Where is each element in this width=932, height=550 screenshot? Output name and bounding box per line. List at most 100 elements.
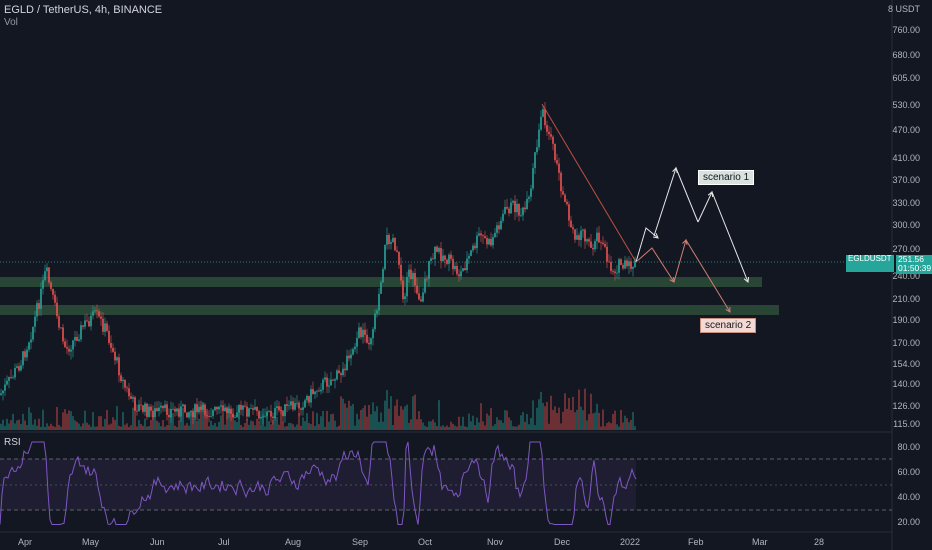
candle-body — [538, 129, 540, 148]
volume-bar — [348, 400, 350, 430]
candle-body — [336, 370, 338, 380]
volume-bar — [240, 424, 242, 430]
volume-bar — [474, 425, 476, 430]
candle-body — [186, 412, 188, 418]
candle-body — [512, 200, 514, 203]
candle-body — [354, 346, 356, 350]
price-tick: 410.00 — [892, 153, 920, 163]
volume-bar — [366, 416, 368, 430]
candle-body — [358, 327, 360, 338]
volume-bar — [80, 426, 82, 430]
candle-body — [224, 407, 226, 412]
candle-body — [394, 237, 396, 251]
volume-bar — [528, 424, 530, 430]
volume-bar — [426, 426, 428, 430]
volume-bar — [626, 418, 628, 430]
candle-body — [182, 404, 184, 407]
volume-bar — [286, 426, 288, 430]
candle-body — [596, 232, 598, 242]
volume-bar — [288, 422, 290, 430]
candle-body — [270, 410, 272, 417]
volume-bar — [414, 394, 416, 430]
current-price-badge: 251.56 01:50:39 — [896, 255, 932, 274]
volume-bar — [158, 422, 160, 430]
candle-body — [50, 282, 52, 289]
candle-body — [320, 389, 322, 392]
price-tick: 300.00 — [892, 220, 920, 230]
candle-body — [588, 239, 590, 242]
volume-bar — [524, 421, 526, 430]
candle-body — [550, 134, 552, 137]
volume-bar — [338, 425, 340, 430]
candle-body — [118, 357, 120, 376]
volume-bar — [66, 413, 68, 430]
volume-bar — [362, 408, 364, 430]
candle-body — [76, 336, 78, 341]
candle-body — [328, 385, 330, 387]
candle-body — [128, 388, 130, 397]
candle-body — [414, 272, 416, 286]
price-tick: 760.00 — [892, 25, 920, 35]
candle-body — [380, 282, 382, 294]
volume-bar — [150, 419, 152, 430]
candle-body — [634, 259, 636, 268]
candle-body — [386, 234, 388, 245]
volume-bar — [252, 421, 254, 430]
volume-bar — [292, 424, 294, 430]
candle-body — [450, 254, 452, 259]
volume-bar — [118, 425, 120, 430]
volume-bar — [260, 424, 262, 430]
volume-bar — [322, 410, 324, 430]
candle-body — [330, 379, 332, 386]
candle-body — [528, 196, 530, 199]
candle-body — [350, 354, 352, 359]
candle-body — [140, 404, 142, 406]
time-tick: Dec — [554, 537, 571, 547]
volume-bar — [266, 412, 268, 430]
volume-bar — [498, 420, 500, 430]
scenario-1-label[interactable]: scenario 1 — [698, 170, 755, 185]
candle-body — [84, 320, 86, 327]
volume-bar — [350, 405, 352, 430]
candle-body — [8, 376, 10, 381]
volume-bar — [12, 413, 14, 430]
volume-bar — [590, 393, 592, 430]
volume-bar — [4, 425, 6, 430]
candle-body — [590, 241, 592, 248]
volume-bar — [194, 415, 196, 430]
candle-body — [212, 410, 214, 416]
volume-bar — [142, 425, 144, 430]
volume-bar — [34, 419, 36, 430]
volume-bar — [234, 420, 236, 430]
volume-bar — [304, 421, 306, 430]
price-tick: 126.00 — [892, 401, 920, 411]
volume-bar — [104, 419, 106, 430]
volume-bar — [600, 426, 602, 430]
candle-body — [326, 377, 328, 387]
volume-bar — [378, 421, 380, 430]
candle-body — [172, 408, 174, 410]
candle-body — [282, 410, 284, 417]
candle-body — [506, 206, 508, 209]
volume-bar — [54, 426, 56, 430]
candle-body — [418, 293, 420, 300]
volume-bar — [166, 425, 168, 430]
candle-body — [408, 269, 410, 277]
volume-bar — [196, 420, 198, 430]
candle-body — [166, 404, 168, 415]
candle-body — [472, 245, 474, 251]
candle-body — [518, 203, 520, 216]
scenario-2-label[interactable]: scenario 2 — [700, 318, 757, 333]
volume-bar — [96, 426, 98, 430]
volume-bar — [36, 425, 38, 430]
candle-body — [510, 202, 512, 214]
candle-body — [568, 204, 570, 221]
candle-body — [184, 404, 186, 413]
candle-body — [562, 191, 564, 195]
candle-body — [56, 302, 58, 317]
volume-bar — [586, 420, 588, 430]
candle-body — [558, 163, 560, 173]
candle-body — [444, 255, 446, 260]
volume-bar — [380, 412, 382, 430]
